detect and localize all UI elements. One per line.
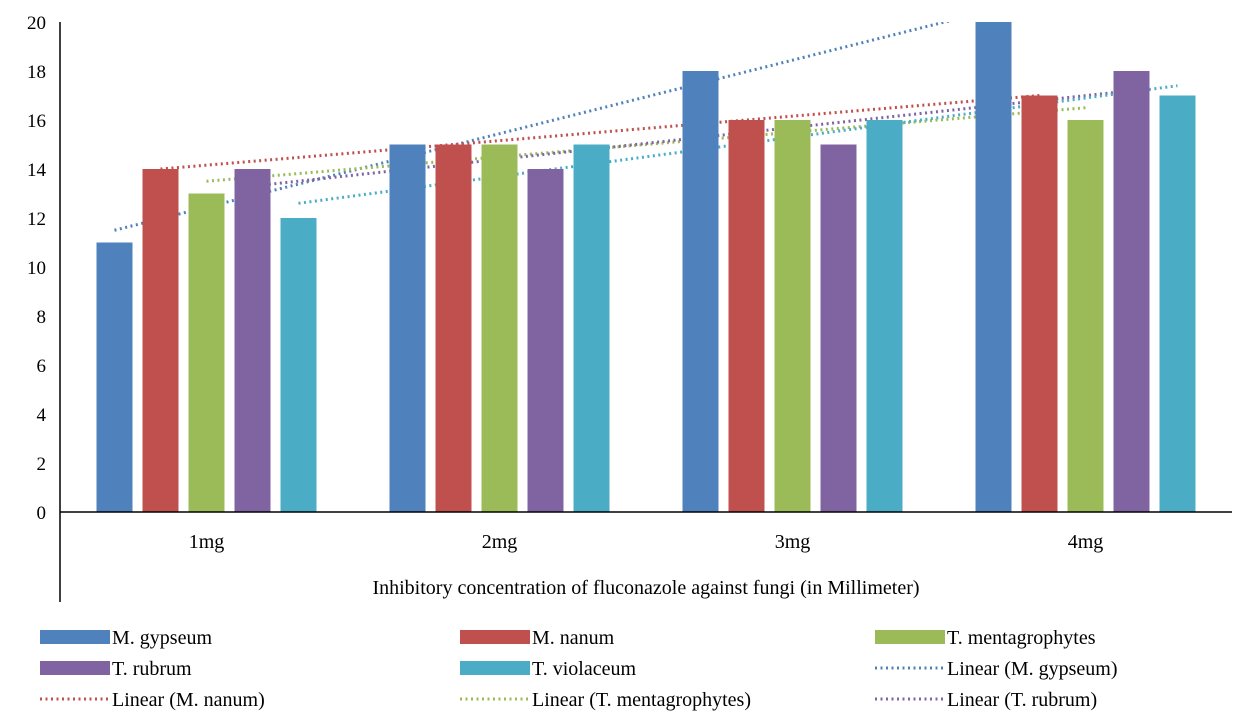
category-labels: 1mg 2mg 3mg 4mg — [189, 531, 1104, 553]
bar — [188, 193, 225, 512]
legend-swatch — [460, 661, 530, 675]
bar — [389, 144, 426, 512]
y-tick-label: 0 — [37, 503, 47, 524]
legend-swatch — [40, 630, 110, 644]
legend-label: Linear (T. mentagrophytes) — [532, 689, 751, 711]
legend-label: M. nanum — [532, 627, 615, 649]
bar — [820, 144, 857, 512]
legend-label: T. rubrum — [112, 658, 192, 680]
bar — [142, 169, 179, 512]
bar — [975, 22, 1012, 512]
bar — [573, 144, 610, 512]
bar — [96, 242, 133, 512]
y-tick-label: 8 — [37, 307, 47, 328]
axes — [59, 22, 1232, 602]
legend-swatch — [875, 630, 945, 644]
bar — [280, 218, 317, 512]
bar — [866, 120, 903, 512]
trendline — [114, 22, 951, 232]
y-tick-label: 2 — [37, 454, 47, 475]
bar — [728, 120, 765, 512]
bar — [435, 144, 472, 512]
legend: M. gypseum M. nanum T. mentagrophytes T. ru… — [40, 627, 1118, 711]
bar — [774, 120, 811, 512]
bar — [234, 169, 271, 512]
category-label: 1mg — [189, 531, 225, 553]
trendline — [160, 94, 1040, 171]
y-tick-label: 12 — [27, 209, 46, 230]
legend-item: T. mentagrophytes — [875, 627, 1096, 649]
y-tick-label: 4 — [37, 405, 47, 426]
y-tick-label: 18 — [27, 62, 46, 83]
y-tick-label: 16 — [27, 111, 46, 132]
y-tick-label: 14 — [27, 160, 47, 181]
y-tick-label: 10 — [27, 258, 46, 279]
bar — [1113, 71, 1150, 512]
legend-item: Linear (M. nanum) — [40, 689, 265, 711]
bar — [1159, 95, 1196, 512]
trendlines — [114, 22, 1178, 232]
bar — [1067, 120, 1104, 512]
legend-label: T. violaceum — [532, 658, 636, 680]
bar — [1021, 95, 1058, 512]
legend-item: T. violaceum — [460, 658, 636, 680]
y-tick-label: 20 — [27, 13, 46, 34]
legend-label: Linear (M. gypseum) — [947, 658, 1118, 680]
y-tick-labels: 0 2 4 6 8 10 12 14 16 18 20 — [27, 13, 47, 524]
legend-label: Linear (M. nanum) — [112, 689, 265, 711]
category-label: 3mg — [775, 531, 811, 553]
bar — [481, 144, 518, 512]
legend-swatch — [40, 661, 110, 675]
trendline — [206, 106, 1086, 183]
y-tick-label: 6 — [37, 356, 47, 377]
bars — [96, 22, 1196, 512]
category-label: 4mg — [1068, 531, 1104, 553]
bar — [682, 71, 719, 512]
legend-item: Linear (M. gypseum) — [875, 658, 1118, 680]
legend-swatch — [460, 630, 530, 644]
legend-label: Linear (T. rubrum) — [947, 689, 1097, 711]
legend-item: Linear (T. rubrum) — [875, 689, 1097, 711]
x-axis-title: Inhibitory concentration of fluconazole … — [372, 577, 919, 599]
bar — [527, 169, 564, 512]
legend-item: M. gypseum — [40, 627, 212, 649]
legend-item: Linear (T. mentagrophytes) — [460, 689, 751, 711]
legend-label: M. gypseum — [112, 627, 212, 649]
legend-item: M. nanum — [460, 627, 615, 649]
legend-item: T. rubrum — [40, 658, 192, 680]
category-label: 2mg — [482, 531, 518, 553]
legend-label: T. mentagrophytes — [947, 627, 1096, 649]
